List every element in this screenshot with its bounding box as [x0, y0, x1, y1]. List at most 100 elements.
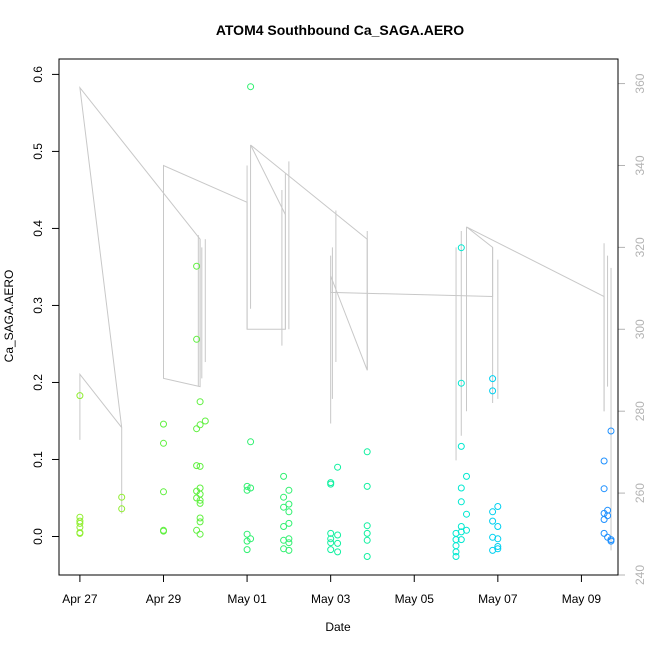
data-point-17: [193, 462, 201, 470]
data-point-22: [196, 421, 204, 429]
x-tick-label-0: Apr 27: [62, 592, 98, 606]
data-point-20: [193, 526, 201, 534]
data-point-93: [494, 523, 502, 530]
data-point-15: [193, 335, 201, 343]
data-point-65: [363, 482, 371, 490]
data-point-8: [118, 505, 126, 513]
data-point-31: [201, 417, 209, 425]
y2-tick-label-6: 360: [633, 73, 647, 93]
data-point-97: [600, 457, 608, 465]
plot-frame: [58, 58, 619, 576]
data-point-64: [363, 448, 371, 456]
data-point-78: [457, 484, 465, 492]
data-point-94: [494, 535, 502, 543]
y-tick-label-3: 0.3: [31, 297, 45, 314]
data-point-67: [363, 529, 371, 537]
data-point-49: [285, 508, 293, 516]
data-point-66: [363, 522, 371, 530]
data-point-57: [327, 535, 335, 543]
data-point-48: [285, 500, 293, 508]
data-point-62: [334, 539, 342, 547]
data-point-77: [457, 442, 465, 450]
data-point-76: [457, 379, 465, 387]
data-point-3: [76, 519, 84, 527]
data-point-100: [600, 516, 608, 523]
x-tick-label-1: Apr 29: [146, 592, 182, 606]
data-point-39: [247, 484, 255, 492]
data-point-6: [76, 529, 84, 537]
y-axis-label: Ca_SAGA.AERO: [2, 270, 16, 363]
data-point-68: [363, 536, 371, 544]
x-tick-label-4: May 05: [395, 592, 435, 606]
data-point-82: [457, 536, 465, 544]
data-point-75: [457, 244, 465, 252]
data-point-0: [76, 392, 84, 400]
x-tick-label-6: May 09: [562, 592, 602, 606]
data-point-53: [285, 546, 293, 554]
data-point-60: [334, 463, 342, 471]
data-point-103: [604, 512, 612, 520]
data-point-105: [607, 427, 615, 435]
data-point-19: [193, 494, 201, 502]
data-point-50: [285, 519, 293, 527]
data-point-27: [196, 499, 204, 507]
data-point-42: [280, 493, 288, 501]
data-point-87: [489, 387, 497, 395]
data-point-30: [196, 530, 204, 538]
data-point-36: [243, 546, 251, 554]
x-tick-label-3: May 03: [311, 592, 351, 606]
data-point-61: [334, 531, 342, 539]
data-point-43: [280, 503, 288, 511]
data-point-85: [463, 526, 470, 534]
right-axis-line: [79, 85, 605, 514]
data-point-23: [196, 462, 204, 470]
x-tick-label-5: May 07: [478, 592, 518, 606]
data-point-86: [489, 375, 497, 383]
data-point-80: [457, 523, 465, 530]
data-point-96: [494, 545, 502, 553]
data-point-83: [463, 472, 470, 480]
data-point-11: [160, 488, 167, 496]
data-point-47: [285, 486, 293, 494]
data-point-44: [280, 523, 288, 530]
right-axis-series: [79, 85, 605, 514]
data-point-51: [285, 535, 293, 543]
y-tick-label-1: 0.1: [31, 451, 45, 468]
data-point-14: [193, 262, 201, 270]
x-axis-label: Date: [325, 620, 351, 634]
scatter-points: [76, 83, 615, 560]
data-point-35: [243, 537, 251, 545]
data-point-56: [327, 529, 335, 537]
data-point-84: [463, 510, 470, 518]
data-point-29: [196, 518, 204, 526]
data-point-55: [327, 480, 335, 488]
data-point-34: [243, 530, 251, 538]
y2-tick-label-3: 300: [633, 319, 647, 339]
data-point-21: [196, 398, 204, 406]
data-point-40: [247, 535, 255, 543]
y-tick-label-0: 0.0: [31, 528, 45, 545]
data-point-16: [193, 425, 201, 433]
data-point-102: [604, 506, 612, 514]
data-point-92: [494, 503, 502, 510]
data-point-52: [285, 539, 293, 547]
y2-tick-label-0: 240: [633, 565, 647, 585]
chart-title: ATOM4 Southbound Ca_SAGA.AERO: [216, 22, 464, 38]
y2-tick-label-4: 320: [633, 237, 647, 257]
data-point-26: [196, 496, 204, 504]
data-point-101: [600, 529, 608, 537]
data-point-41: [280, 472, 288, 480]
data-point-38: [247, 438, 255, 446]
y-tick-label-2: 0.2: [31, 374, 45, 391]
data-point-89: [489, 517, 497, 525]
data-point-32: [243, 482, 251, 490]
y2-tick-label-1: 260: [633, 483, 647, 503]
data-point-98: [600, 485, 608, 493]
y2-tick-label-2: 280: [633, 401, 647, 421]
data-point-7: [118, 493, 126, 501]
y-tick-label-4: 0.4: [31, 220, 45, 237]
data-point-59: [327, 546, 335, 554]
y-tick-label-6: 0.6: [31, 66, 45, 83]
